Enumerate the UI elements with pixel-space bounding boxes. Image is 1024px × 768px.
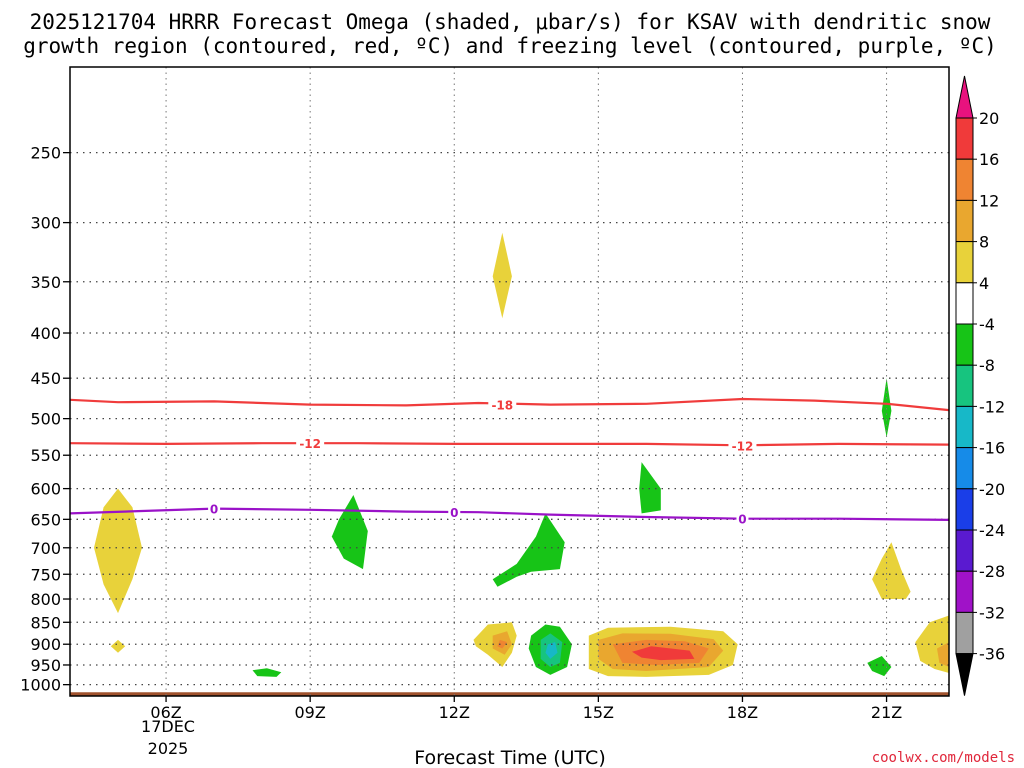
x-tick-label-09Z: 09Z bbox=[294, 703, 325, 722]
omega-pos-12-16-13z-low bbox=[497, 639, 508, 649]
y-tick-label-650: 650 bbox=[30, 510, 61, 529]
credit-text: coolwx.com/models bbox=[872, 750, 1015, 766]
colorbar-label--32: -32 bbox=[979, 603, 1005, 622]
colorbar-label--36: -36 bbox=[979, 645, 1005, 664]
y-tick-label-350: 350 bbox=[30, 273, 61, 292]
x-tick-label-15Z: 15Z bbox=[583, 703, 614, 722]
colorbar-label--16: -16 bbox=[979, 439, 1005, 458]
omega-pos-8-12-22z bbox=[937, 642, 949, 667]
y-tick-label-750: 750 bbox=[30, 565, 61, 584]
colorbar-label--12: -12 bbox=[979, 397, 1005, 416]
colorbar-bin--16_-12 bbox=[955, 405, 974, 449]
y-tick-label-700: 700 bbox=[30, 539, 61, 558]
y-tick-label-600: 600 bbox=[30, 480, 61, 499]
colorbar-bin-16_20 bbox=[955, 117, 974, 160]
omega-pos-4-8-06z-low bbox=[110, 639, 126, 653]
omega-neg-12-16-14z bbox=[545, 642, 558, 659]
y-tick-label-300: 300 bbox=[30, 214, 61, 233]
y-tick-label-950: 950 bbox=[30, 656, 61, 675]
x-date-label-day: 17DEC bbox=[141, 717, 195, 736]
x-tick-label-12Z: 12Z bbox=[439, 703, 470, 722]
y-tick-label-550: 550 bbox=[30, 446, 61, 465]
x-tick-label-21Z: 21Z bbox=[871, 703, 902, 722]
freezing-level-label-bg-3 bbox=[736, 511, 749, 526]
ground-surface bbox=[70, 692, 949, 696]
y-tick-label-850: 850 bbox=[30, 613, 61, 632]
dgz-minus12-label-bg-2 bbox=[728, 438, 757, 453]
colorbar-label--4: -4 bbox=[979, 315, 995, 334]
dgz-minus12-label-bg-1 bbox=[296, 436, 325, 451]
y-axis: 250 300 350 400 450 500 550 600 650 700 750 800 850 9… bbox=[20, 144, 70, 695]
colorbar-bin--20_-16 bbox=[955, 447, 974, 490]
colorbar-top-arrow bbox=[955, 75, 974, 119]
omega-pos-4-8-21z-mid bbox=[872, 542, 911, 599]
colorbar-bin--12_-8 bbox=[955, 364, 974, 407]
colorbar-bin--8_-4 bbox=[955, 323, 974, 366]
y-tick-label-1000: 1000 bbox=[20, 676, 61, 695]
colorbar-label--24: -24 bbox=[979, 521, 1005, 540]
colorbar-label-20: 20 bbox=[979, 109, 999, 128]
freezing-level-label-1: 0 bbox=[210, 503, 218, 517]
chart-title-line1: 2025121704 HRRR Forecast Omega (shaded, … bbox=[30, 10, 991, 34]
colorbar-label-12: 12 bbox=[979, 191, 999, 210]
x-date-label-year: 2025 bbox=[148, 739, 189, 758]
colorbar-bottom-arrow bbox=[955, 653, 974, 696]
omega-neg-4-8-21z-low bbox=[867, 656, 892, 677]
colorbar-bin-12_16 bbox=[955, 158, 974, 201]
dgz-minus12-label-1: -12 bbox=[299, 437, 321, 451]
omega-pos-4-8-13z-upper bbox=[492, 232, 512, 319]
omega-neg-4-8-21z-mid bbox=[881, 378, 892, 438]
omega-neg-4-8-08z bbox=[252, 668, 282, 677]
dgz-minus12-label-2: -12 bbox=[732, 439, 754, 453]
freezing-level-line bbox=[70, 507, 949, 521]
y-tick-label-500: 500 bbox=[30, 410, 61, 429]
omega-pos-16-20-16z bbox=[632, 646, 695, 661]
colorbar-label-4: 4 bbox=[979, 274, 989, 293]
y-tick-label-250: 250 bbox=[30, 144, 61, 163]
colorbar-label-8: 8 bbox=[979, 233, 989, 252]
y-tick-label-800: 800 bbox=[30, 590, 61, 609]
omega-pos-4-8-06z bbox=[94, 488, 142, 614]
x-tick-label-18Z: 18Z bbox=[727, 703, 758, 722]
colorbar-bin--32_-28 bbox=[955, 570, 974, 613]
colorbar-label--28: -28 bbox=[979, 562, 1005, 581]
dgz-minus18-label-bg-1 bbox=[488, 397, 517, 412]
dgz-minus12-line bbox=[70, 442, 949, 447]
colorbar-bin--36_-32 bbox=[955, 611, 974, 655]
colorbar-bin-4_8 bbox=[955, 241, 974, 284]
dgz-minus18-label-1: -18 bbox=[491, 399, 513, 413]
y-tick-label-450: 450 bbox=[30, 369, 61, 388]
x-tick-label-06Z: 06Z bbox=[150, 703, 181, 722]
omega-neg-4-8-16z-mid bbox=[639, 462, 661, 514]
y-tick-label-400: 400 bbox=[30, 324, 61, 343]
x-axis: 06Z 09Z 12Z 15Z 18Z 21Z bbox=[150, 696, 902, 722]
colorbar-label--8: -8 bbox=[979, 356, 995, 375]
colorbar-bin-8_12 bbox=[955, 199, 974, 243]
colorbar-bin--4_4 bbox=[955, 282, 974, 325]
y-tick-label-900: 900 bbox=[30, 635, 61, 654]
colorbar-bin--28_-24 bbox=[955, 529, 974, 572]
plot-frame bbox=[69, 66, 950, 697]
chart-title-line2: growth region (contoured, red, ºC) and f… bbox=[23, 34, 997, 58]
freezing-level-label-bg-2 bbox=[448, 505, 461, 520]
plot-inner: -18 -12 -12 0 0 0 bbox=[70, 67, 949, 696]
freezing-level-label-3: 0 bbox=[738, 513, 746, 527]
freezing-level-label-bg-1 bbox=[208, 501, 221, 516]
omega-neg-4-8-13z-mid bbox=[492, 513, 565, 587]
colorbar-label-16: 16 bbox=[979, 150, 999, 169]
x-axis-title: Forecast Time (UTC) bbox=[414, 747, 605, 768]
colorbar-label--20: -20 bbox=[979, 480, 1005, 499]
colorbar-bin--24_-20 bbox=[955, 488, 974, 531]
omega-neg-4-8-10z bbox=[331, 495, 368, 570]
colorbar: 20 16 12 8 4 -4 -8 -12 -16 -20 -24 -28 -32 -36 bbox=[955, 75, 1005, 696]
freezing-level-label-2: 0 bbox=[450, 506, 458, 520]
plot-area: -18 -12 -12 0 0 0 bbox=[69, 66, 950, 697]
